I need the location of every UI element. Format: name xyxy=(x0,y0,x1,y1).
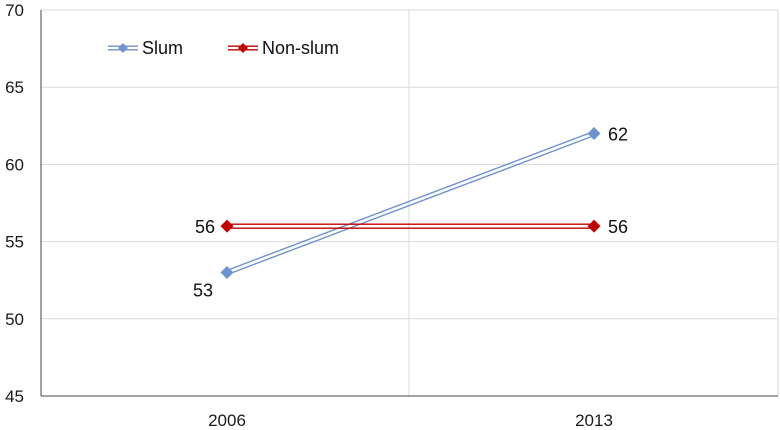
y-tick-label: 45 xyxy=(5,387,24,406)
legend: Slum Non-slum xyxy=(108,38,339,58)
data-point-non-slum xyxy=(587,219,601,233)
series-line-non-slum xyxy=(227,223,594,229)
data-label-slum: 53 xyxy=(193,280,213,300)
data-label-non-slum: 56 xyxy=(195,217,215,237)
data-point-non-slum xyxy=(220,219,234,233)
data-label-non-slum: 56 xyxy=(608,217,628,237)
x-tick-label: 2013 xyxy=(575,411,613,430)
legend-marker-non-slum xyxy=(238,43,248,53)
legend-item-non-slum: Non-slum xyxy=(228,38,339,58)
y-tick-label: 50 xyxy=(5,310,24,329)
series-line-slum xyxy=(226,130,595,276)
data-labels: 53 62 56 56 xyxy=(193,125,628,301)
axes xyxy=(40,10,778,397)
legend-marker-slum xyxy=(118,43,128,53)
legend-label-slum: Slum xyxy=(142,38,183,58)
data-label-slum: 62 xyxy=(608,125,628,145)
series-line-slum-stroke xyxy=(227,134,595,276)
y-tick-label: 65 xyxy=(5,78,24,97)
y-axis-ticks: 45 50 55 60 65 70 xyxy=(5,1,24,406)
gridlines xyxy=(41,9,779,396)
x-tick-label: 2006 xyxy=(208,411,246,430)
y-tick-label: 70 xyxy=(5,1,24,20)
y-tick-label: 55 xyxy=(5,233,24,252)
legend-item-slum: Slum xyxy=(108,38,183,58)
legend-label-non-slum: Non-slum xyxy=(262,38,339,58)
x-axis-ticks: 2006 2013 xyxy=(208,411,613,430)
data-point-slum xyxy=(587,127,601,141)
series-line-slum-stroke xyxy=(226,130,594,272)
series-group xyxy=(220,127,601,279)
y-tick-label: 60 xyxy=(5,155,24,174)
data-point-slum xyxy=(220,265,234,279)
